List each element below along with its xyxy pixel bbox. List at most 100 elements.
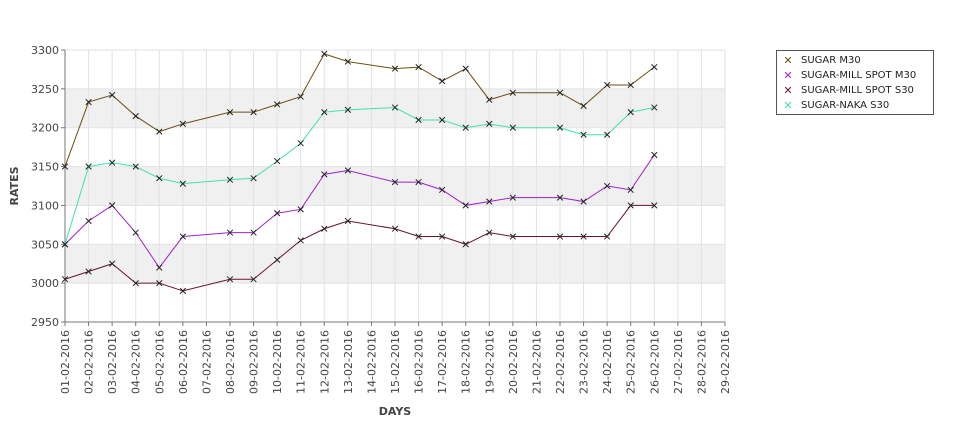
x-tick-label: 14-02-2016 <box>365 330 378 394</box>
data-point <box>651 63 658 71</box>
legend-label: SUGAR-NAKA S30 <box>801 100 890 111</box>
data-point <box>580 131 587 138</box>
data-point <box>108 202 116 209</box>
data-point <box>226 276 234 283</box>
x-tick-label: 13-02-2016 <box>342 330 355 394</box>
data-point <box>108 260 116 267</box>
chart-legend: ✕ SUGAR M30 ✕ SUGAR-MILL SPOT M30 ✕ SUGA… <box>776 50 934 115</box>
data-point <box>179 287 187 295</box>
data-point <box>344 217 352 225</box>
data-point <box>486 120 493 127</box>
legend-item-sugar-mill-spot-s30: ✕ SUGAR-MILL SPOT S30 <box>777 83 933 98</box>
data-point <box>179 233 187 240</box>
data-point <box>651 151 658 159</box>
legend-marker-icon: ✕ <box>783 69 793 82</box>
x-tick-label: 08-02-2016 <box>224 330 237 394</box>
data-point <box>603 233 611 240</box>
data-point <box>627 109 634 116</box>
x-tick-label: 03-02-2016 <box>106 330 119 394</box>
x-tick-label: 28-02-2016 <box>695 330 708 394</box>
legend-marker-icon: ✕ <box>783 99 793 112</box>
legend-item-sugar-naka-s30: ✕ SUGAR-NAKA S30 <box>777 98 933 113</box>
legend-label: SUGAR-MILL SPOT M30 <box>801 70 917 81</box>
data-point <box>132 163 139 170</box>
data-point <box>297 93 304 100</box>
y-tick-label: 3150 <box>31 161 59 174</box>
data-point <box>344 58 352 65</box>
data-point <box>85 98 92 106</box>
data-point <box>226 176 234 183</box>
y-tick-label: 3050 <box>31 238 59 251</box>
data-point <box>580 198 587 205</box>
data-point <box>85 217 92 225</box>
data-point <box>132 279 139 287</box>
data-point <box>651 202 658 209</box>
data-point <box>108 91 116 99</box>
data-point <box>61 163 69 170</box>
data-point <box>85 268 92 275</box>
x-tick-label: 23-02-2016 <box>578 330 591 394</box>
data-point <box>438 233 446 240</box>
data-point <box>486 198 493 205</box>
x-tick-label: 24-02-2016 <box>601 330 614 394</box>
data-point <box>391 178 399 186</box>
data-point <box>603 81 611 89</box>
legend-item-sugar-m30: ✕ SUGAR M30 <box>777 53 933 68</box>
x-tick-label: 09-02-2016 <box>248 330 261 394</box>
data-point <box>627 81 634 89</box>
data-point <box>556 89 564 96</box>
data-point <box>273 157 281 165</box>
data-point <box>415 233 422 240</box>
x-tick-label: 16-02-2016 <box>413 330 426 394</box>
x-tick-label: 17-02-2016 <box>436 330 449 394</box>
data-point <box>156 264 163 271</box>
y-tick-label: 3250 <box>31 83 59 96</box>
data-point <box>179 180 187 187</box>
data-point <box>250 276 257 283</box>
data-point <box>509 124 517 131</box>
data-point <box>250 175 257 182</box>
data-point <box>651 104 658 111</box>
x-tick-label: 19-02-2016 <box>483 330 496 394</box>
data-point <box>132 229 139 236</box>
data-point <box>179 120 187 127</box>
data-point <box>344 106 352 113</box>
x-tick-label: 21-02-2016 <box>530 330 543 394</box>
legend-label: SUGAR M30 <box>801 55 861 66</box>
x-tick-label: 05-02-2016 <box>153 330 166 394</box>
x-axis-title: DAYS <box>379 405 412 418</box>
data-point <box>226 109 234 116</box>
data-point <box>462 65 469 72</box>
data-point <box>61 276 69 283</box>
x-tick-label: 29-02-2016 <box>719 330 732 394</box>
x-tick-label: 10-02-2016 <box>271 330 284 394</box>
data-point <box>627 202 634 209</box>
legend-marker-icon: ✕ <box>783 54 793 67</box>
data-point <box>297 237 304 244</box>
x-tick-label: 01-02-2016 <box>59 330 72 394</box>
y-tick-label: 3000 <box>31 277 59 290</box>
data-point <box>486 96 493 103</box>
data-point <box>226 229 234 236</box>
data-point <box>556 124 564 131</box>
data-point <box>556 194 564 201</box>
data-point <box>462 124 469 131</box>
data-point <box>486 229 493 236</box>
x-tick-label: 27-02-2016 <box>672 330 685 394</box>
legend-item-sugar-mill-spot-m30: ✕ SUGAR-MILL SPOT M30 <box>777 68 933 83</box>
data-point <box>108 159 116 166</box>
data-point <box>321 109 328 116</box>
x-tick-label: 11-02-2016 <box>295 330 308 394</box>
data-point <box>415 63 422 71</box>
data-point <box>61 241 69 248</box>
data-point <box>580 102 587 110</box>
data-point <box>509 194 517 201</box>
data-point <box>85 163 92 170</box>
data-point <box>344 167 352 174</box>
data-point <box>391 225 399 232</box>
x-tick-label: 26-02-2016 <box>648 330 661 394</box>
data-point <box>321 225 328 232</box>
data-point <box>462 202 469 209</box>
